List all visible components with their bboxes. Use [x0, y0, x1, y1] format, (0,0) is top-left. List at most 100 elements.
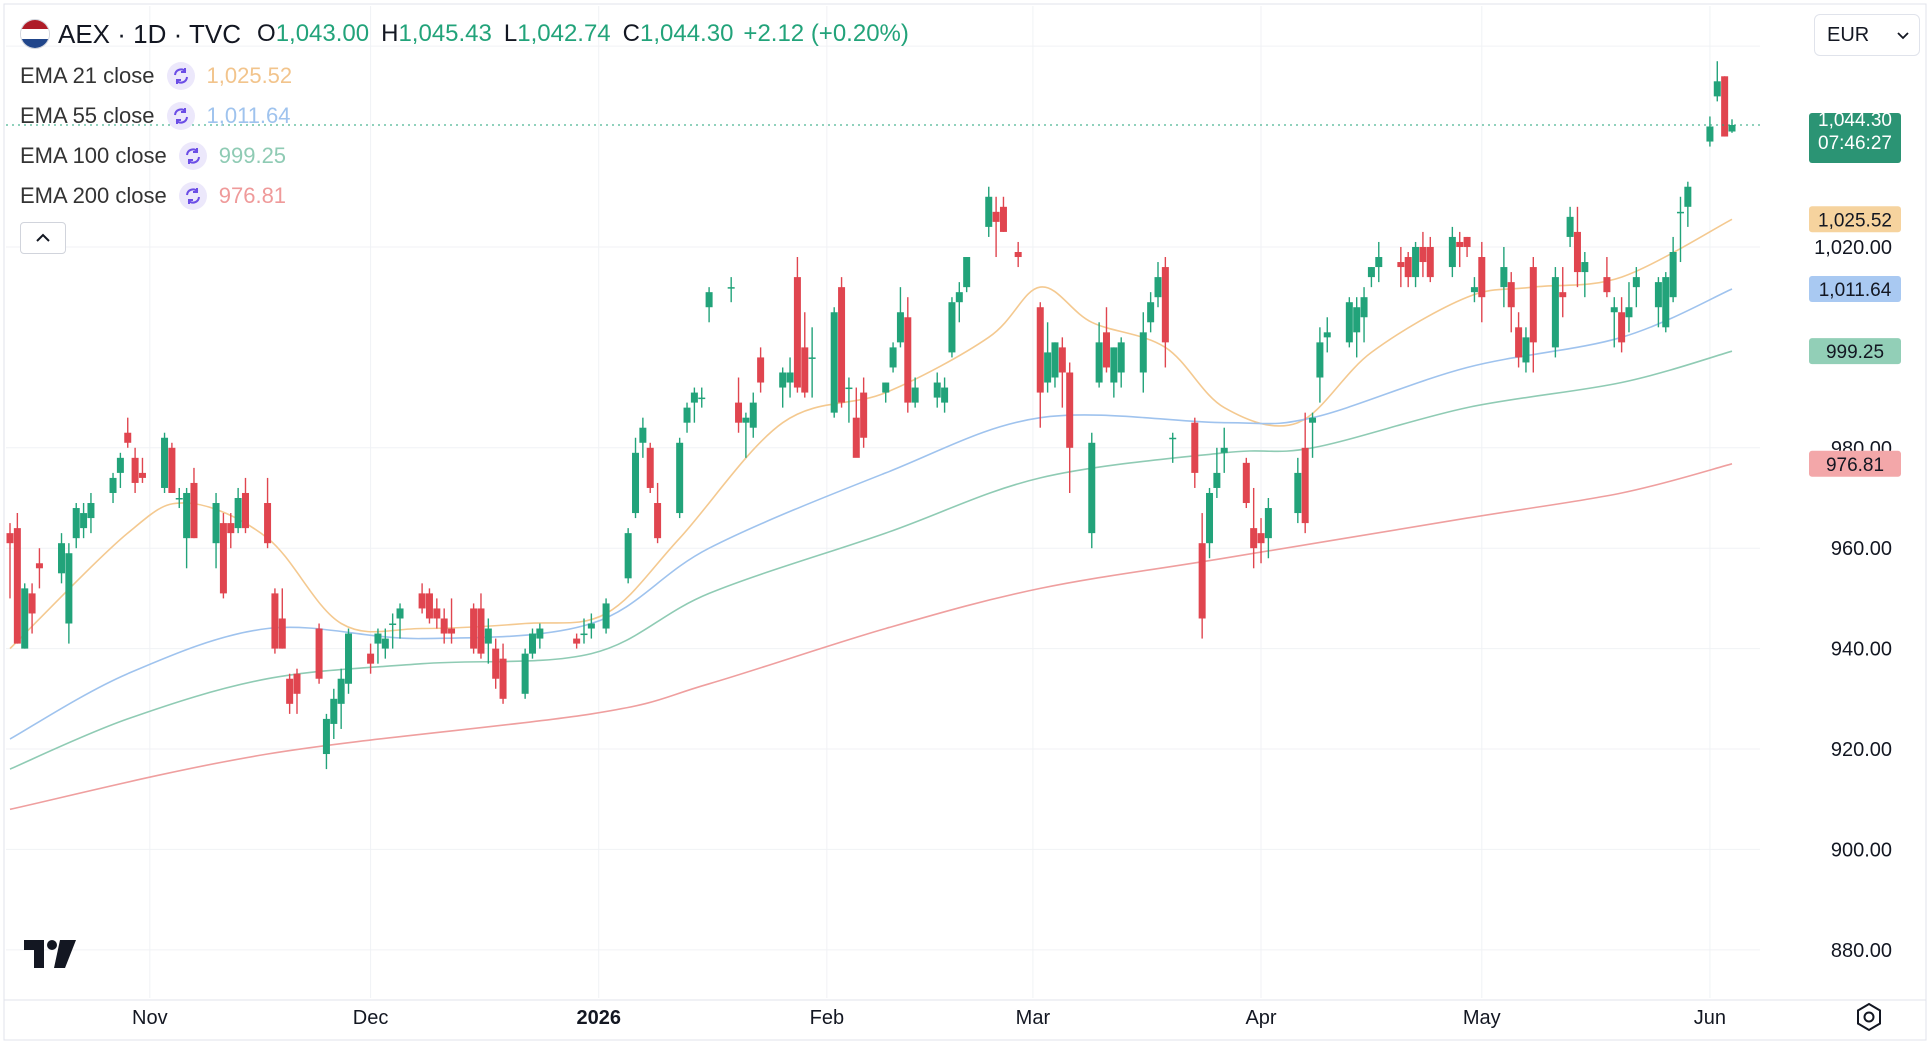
candle[interactable]	[830, 307, 838, 418]
candle[interactable]	[116, 452, 124, 488]
candle[interactable]	[1515, 312, 1523, 368]
candle[interactable]	[1095, 322, 1103, 388]
candle[interactable]	[911, 377, 919, 408]
candle[interactable]	[433, 598, 441, 629]
candle[interactable]	[1713, 61, 1721, 102]
candle[interactable]	[1294, 457, 1302, 524]
candle[interactable]	[1632, 267, 1640, 308]
candle[interactable]	[1404, 252, 1412, 288]
candle[interactable]	[1573, 206, 1581, 288]
candle[interactable]	[440, 608, 448, 644]
candle[interactable]	[1463, 236, 1471, 258]
candle[interactable]	[698, 387, 706, 408]
indicator-name[interactable]: EMA 100 close	[20, 143, 167, 168]
candle[interactable]	[1044, 322, 1052, 393]
tradingview-logo-icon[interactable]	[24, 940, 78, 968]
candle[interactable]	[293, 668, 301, 714]
candle[interactable]	[808, 327, 816, 398]
candle[interactable]	[381, 628, 389, 659]
candle[interactable]	[941, 377, 949, 413]
candle[interactable]	[1721, 76, 1729, 137]
candle[interactable]	[175, 487, 183, 509]
candle[interactable]	[1088, 432, 1096, 549]
candle[interactable]	[1102, 307, 1110, 373]
candle[interactable]	[109, 472, 117, 504]
candle[interactable]	[992, 196, 1000, 258]
candle[interactable]	[1610, 297, 1618, 348]
candle[interactable]	[21, 583, 29, 649]
candle[interactable]	[999, 196, 1007, 232]
candle[interactable]	[933, 372, 941, 408]
candle[interactable]	[1478, 241, 1486, 323]
candle[interactable]	[1014, 241, 1022, 268]
indicator-ema-55[interactable]: EMA 55 close 1,011.64	[20, 96, 909, 136]
candle[interactable]	[1323, 317, 1331, 353]
candle[interactable]	[448, 598, 456, 644]
candle[interactable]	[1706, 116, 1714, 147]
candle[interactable]	[477, 593, 485, 659]
candle[interactable]	[779, 367, 787, 408]
candle[interactable]	[742, 412, 750, 458]
candle[interactable]	[1198, 513, 1206, 639]
candle[interactable]	[87, 492, 95, 534]
candle[interactable]	[345, 628, 353, 694]
candle[interactable]	[190, 467, 198, 539]
candle[interactable]	[138, 457, 146, 483]
candle[interactable]	[65, 543, 73, 644]
candle[interactable]	[1603, 257, 1611, 298]
candle[interactable]	[845, 377, 853, 423]
candle[interactable]	[396, 603, 404, 639]
candle[interactable]	[1500, 246, 1508, 308]
candle[interactable]	[1551, 267, 1559, 358]
indicator-name[interactable]: EMA 200 close	[20, 183, 167, 208]
candle[interactable]	[264, 477, 272, 549]
candle[interactable]	[1728, 119, 1736, 133]
indicator-name[interactable]: EMA 55 close	[20, 103, 155, 128]
candle[interactable]	[499, 643, 507, 704]
candle[interactable]	[315, 623, 323, 684]
candle[interactable]	[1353, 297, 1361, 358]
candle[interactable]	[1169, 432, 1177, 463]
candle[interactable]	[1566, 206, 1574, 247]
candle[interactable]	[521, 648, 529, 699]
candle[interactable]	[1360, 287, 1368, 343]
candle[interactable]	[1110, 347, 1118, 398]
refresh-icon[interactable]	[178, 182, 207, 210]
candle[interactable]	[322, 713, 330, 770]
candle[interactable]	[1309, 412, 1317, 458]
candle[interactable]	[72, 503, 80, 549]
candle[interactable]	[1367, 267, 1375, 288]
candle[interactable]	[58, 533, 66, 584]
candle[interactable]	[183, 487, 191, 569]
candle[interactable]	[1066, 362, 1074, 493]
candle[interactable]	[13, 513, 21, 644]
candle[interactable]	[1147, 292, 1155, 333]
refresh-icon[interactable]	[178, 142, 207, 170]
candle[interactable]	[1213, 447, 1221, 498]
candle[interactable]	[632, 437, 640, 519]
candle[interactable]	[639, 417, 647, 458]
candle[interactable]	[1036, 302, 1044, 428]
candle[interactable]	[705, 287, 713, 323]
candle[interactable]	[786, 357, 794, 398]
candle[interactable]	[227, 513, 235, 549]
candle[interactable]	[1058, 337, 1066, 408]
candle[interactable]	[80, 503, 88, 539]
candle[interactable]	[882, 382, 890, 403]
candle[interactable]	[838, 277, 846, 408]
settings-gear-icon[interactable]	[1854, 1002, 1884, 1032]
candle[interactable]	[492, 638, 500, 689]
candle[interactable]	[35, 548, 43, 589]
candle[interactable]	[1529, 257, 1537, 373]
candle[interactable]	[646, 442, 654, 493]
candle[interactable]	[6, 523, 14, 599]
candle[interactable]	[367, 643, 375, 674]
candle[interactable]	[28, 583, 36, 634]
candle[interactable]	[234, 487, 242, 534]
candle[interactable]	[1456, 231, 1464, 268]
candle[interactable]	[1426, 236, 1434, 283]
candle[interactable]	[484, 618, 492, 664]
candle[interactable]	[683, 402, 691, 433]
